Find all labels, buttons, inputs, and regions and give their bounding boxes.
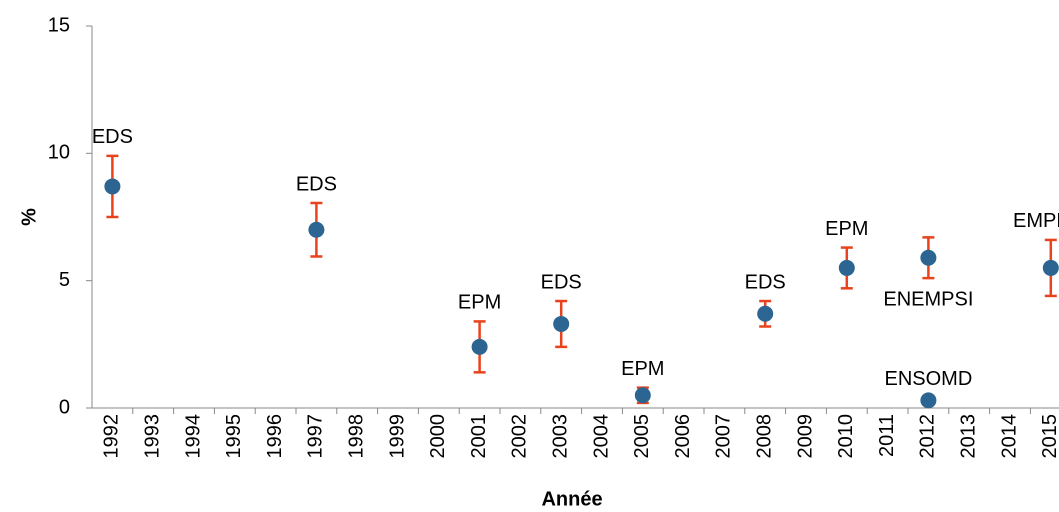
x-tick-label: 2007 — [713, 414, 735, 459]
x-tick-label: 2004 — [590, 414, 612, 459]
x-tick-label: 2012 — [917, 414, 939, 459]
x-tick-label: 1999 — [386, 414, 408, 459]
x-tick-label: 2003 — [549, 414, 571, 459]
point — [553, 315, 570, 332]
x-tick-label: 1992 — [101, 414, 123, 459]
point-label: EDS — [541, 271, 582, 293]
point — [838, 259, 855, 276]
y-tick-label: 0 — [59, 396, 70, 418]
x-tick-label: 2002 — [509, 414, 531, 459]
point — [308, 221, 325, 238]
x-tick-label: 1995 — [223, 414, 245, 459]
x-tick-label: 2015 — [1039, 414, 1059, 459]
point — [634, 387, 651, 404]
x-tick-label: 2006 — [672, 414, 694, 459]
point — [920, 249, 937, 266]
point-label: EDS — [745, 271, 786, 293]
point-label: EDS — [296, 173, 337, 195]
x-tick-label: 1993 — [141, 414, 163, 459]
point-label: EDS — [92, 126, 133, 148]
x-tick-label: 1997 — [305, 414, 327, 459]
x-tick-label: 2009 — [794, 414, 816, 459]
point-label: EPM — [621, 358, 664, 380]
y-tick-label: 5 — [59, 269, 70, 291]
point — [920, 392, 937, 409]
x-tick-label: 1994 — [182, 414, 204, 459]
x-axis-title: Année — [541, 488, 602, 510]
point-label: EPM — [458, 292, 501, 314]
x-tick-label: 1996 — [264, 414, 286, 459]
x-tick-label: 2000 — [427, 414, 449, 459]
point-label: ENSOMD — [885, 368, 973, 390]
x-tick-label: 2001 — [468, 414, 490, 459]
point-label: EPM — [825, 218, 868, 240]
x-tick-label: 1998 — [345, 414, 367, 459]
point — [1042, 259, 1059, 276]
x-tick-label: 2010 — [835, 414, 857, 459]
x-tick-label: 2005 — [631, 414, 653, 459]
x-tick-label: 2008 — [753, 414, 775, 459]
point — [104, 178, 121, 195]
point — [757, 305, 774, 322]
y-tick-label: 10 — [48, 142, 70, 164]
point-label: EMPLOI — [1013, 210, 1059, 232]
y-tick-label: 15 — [48, 14, 70, 36]
point — [471, 338, 488, 355]
point-label: ENEMPSI — [883, 288, 973, 310]
x-tick-label: 2013 — [957, 414, 979, 459]
x-tick-label: 2011 — [876, 414, 898, 457]
x-tick-label: 2014 — [998, 414, 1020, 459]
y-axis-title: % — [18, 208, 40, 226]
